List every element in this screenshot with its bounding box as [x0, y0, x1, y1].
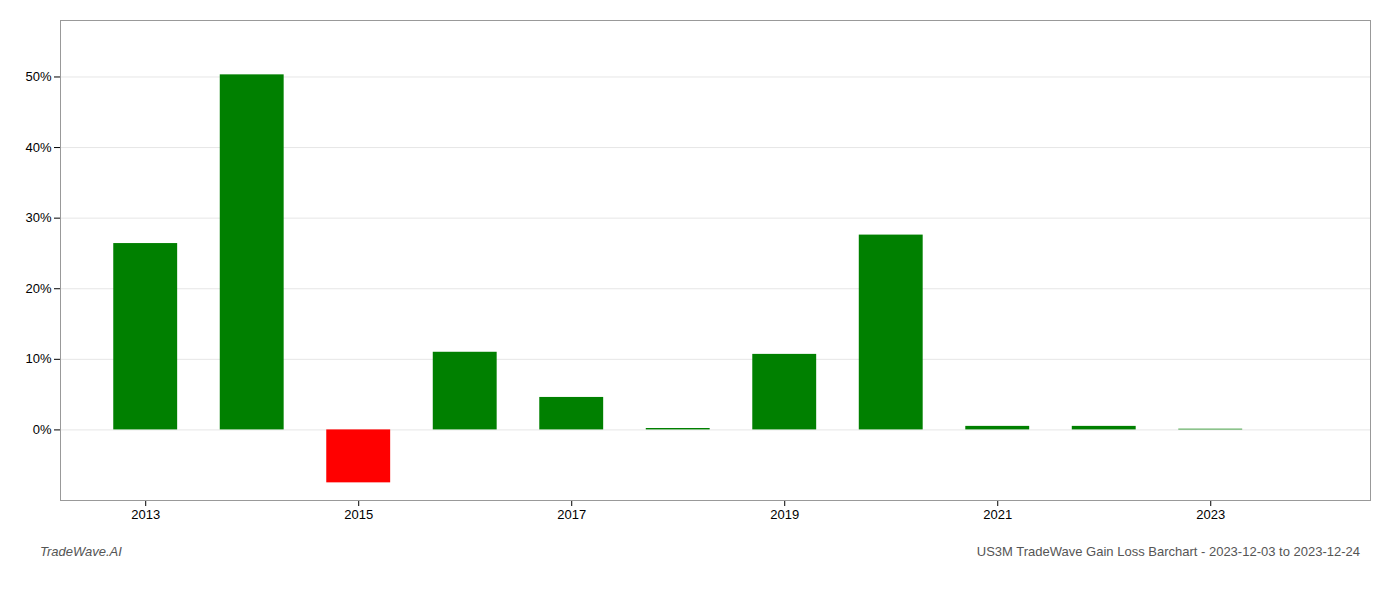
svg-text:2021: 2021	[983, 507, 1012, 522]
html-text:TradeWave.AI: TradeWave.AI	[40, 544, 122, 559]
svg-text:2013: 2013	[131, 507, 160, 522]
svg-text:40%: 40%	[25, 140, 51, 155]
svg-text:0%: 0%	[33, 422, 52, 437]
svg-text:2019: 2019	[770, 507, 799, 522]
svg-text:20%: 20%	[25, 281, 51, 296]
svg-text:2015: 2015	[344, 507, 373, 522]
svg-text:2017: 2017	[557, 507, 586, 522]
svg-text:30%: 30%	[25, 210, 51, 225]
html-text:US3M TradeWave Gain Loss Barch: US3M TradeWave Gain Loss Barchart - 2023…	[976, 544, 1360, 559]
svg-text:2023: 2023	[1196, 507, 1225, 522]
svg-text:10%: 10%	[25, 351, 51, 366]
svg-text:50%: 50%	[25, 69, 51, 84]
